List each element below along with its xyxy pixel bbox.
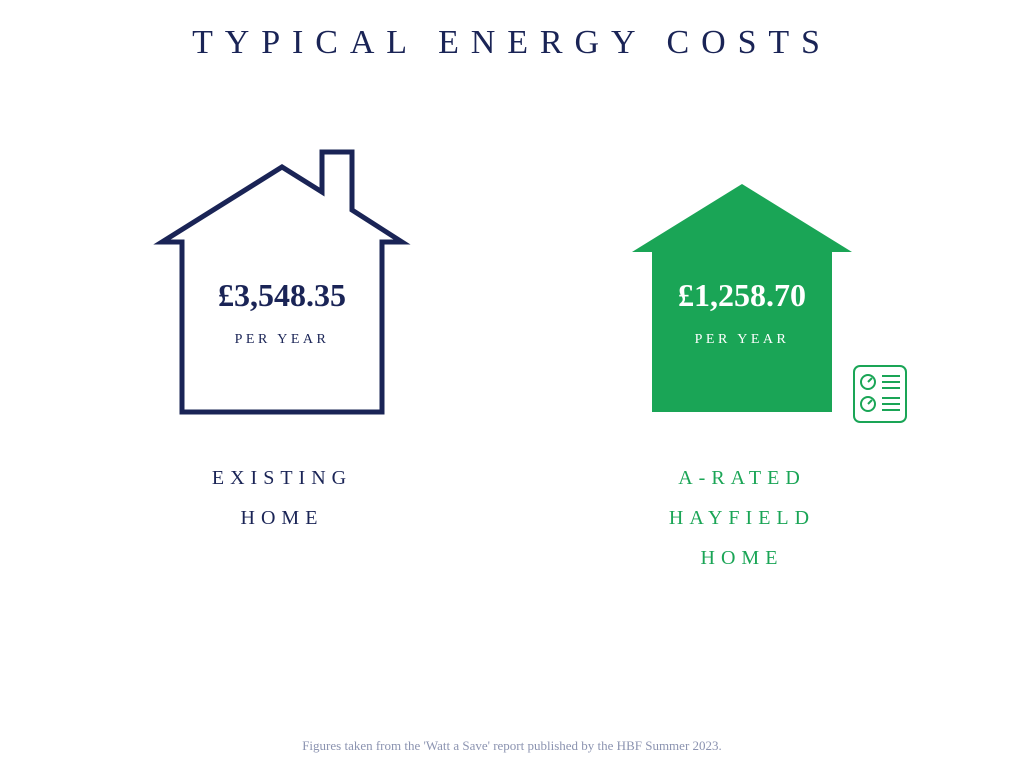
comparison-row: £3,548.35 PER YEAR EXISTINGHOME £1,258.7… (0, 122, 1024, 578)
existing-house: £3,548.35 PER YEAR (122, 122, 442, 422)
page-title: TYPICAL ENERGY COSTS (0, 0, 1024, 62)
epc-certificate-icon (852, 364, 908, 424)
arated-cost: £1,258.70 (582, 277, 902, 314)
existing-home-column: £3,548.35 PER YEAR EXISTINGHOME (122, 122, 442, 578)
arated-label: A-RATEDHAYFIELDHOME (669, 458, 815, 578)
arated-per-year: PER YEAR (582, 332, 902, 348)
house-outline-icon (122, 122, 442, 422)
footnote: Figures taken from the 'Watt a Save' rep… (0, 738, 1024, 754)
arated-home-column: £1,258.70 PER YEAR A-RATEDHAYFIELDHOME (582, 122, 902, 578)
existing-per-year: PER YEAR (122, 332, 442, 348)
epc-badge-frame (854, 366, 906, 422)
arated-house: £1,258.70 PER YEAR (582, 122, 902, 422)
existing-label: EXISTINGHOME (212, 458, 352, 538)
existing-cost: £3,548.35 (122, 277, 442, 314)
